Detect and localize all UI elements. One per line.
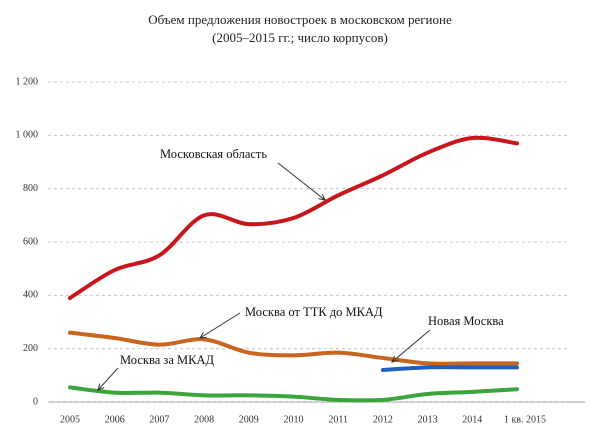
x-tick-label: 2009 xyxy=(239,414,259,425)
y-tick-label: 1 200 xyxy=(16,76,39,87)
x-tick-label: 2006 xyxy=(105,414,125,425)
series-line xyxy=(68,330,519,366)
series-label: Москва за МКАД xyxy=(120,353,214,367)
x-tick-label: 2005 xyxy=(60,414,80,425)
x-tick-label: 2012 xyxy=(373,414,393,425)
x-tick-label: 1 кв. 2015 xyxy=(504,414,546,425)
y-tick-label: 400 xyxy=(23,290,38,301)
label-arrow xyxy=(277,162,325,200)
y-tick-label: 0 xyxy=(33,396,38,407)
y-tick-label: 800 xyxy=(23,183,38,194)
x-tick-label: 2011 xyxy=(328,414,348,425)
x-tick-label: 2013 xyxy=(418,414,438,425)
x-tick-label: 2007 xyxy=(149,414,169,425)
series-line xyxy=(68,385,519,403)
chart-title: Объем предложения новостроек в московско… xyxy=(148,12,452,27)
chart-subtitle: (2005–2015 гг.; число корпусов) xyxy=(212,30,388,45)
x-tick-label: 2010 xyxy=(284,414,304,425)
series-label: Московская область xyxy=(160,147,267,161)
y-tick-label: 600 xyxy=(23,236,38,247)
x-tick-label: 2008 xyxy=(194,414,214,425)
series-label: Новая Москва xyxy=(428,314,504,328)
y-tick-label: 200 xyxy=(23,343,38,354)
series-line xyxy=(68,135,519,300)
label-arrow xyxy=(392,329,431,362)
label-arrow xyxy=(200,312,241,338)
series-line xyxy=(380,365,519,372)
x-tick-label: 2014 xyxy=(462,414,482,425)
y-tick-label: 1 000 xyxy=(16,130,39,141)
label-arrow xyxy=(98,367,119,390)
series-label: Москва от ТТК до МКАД xyxy=(245,305,383,319)
